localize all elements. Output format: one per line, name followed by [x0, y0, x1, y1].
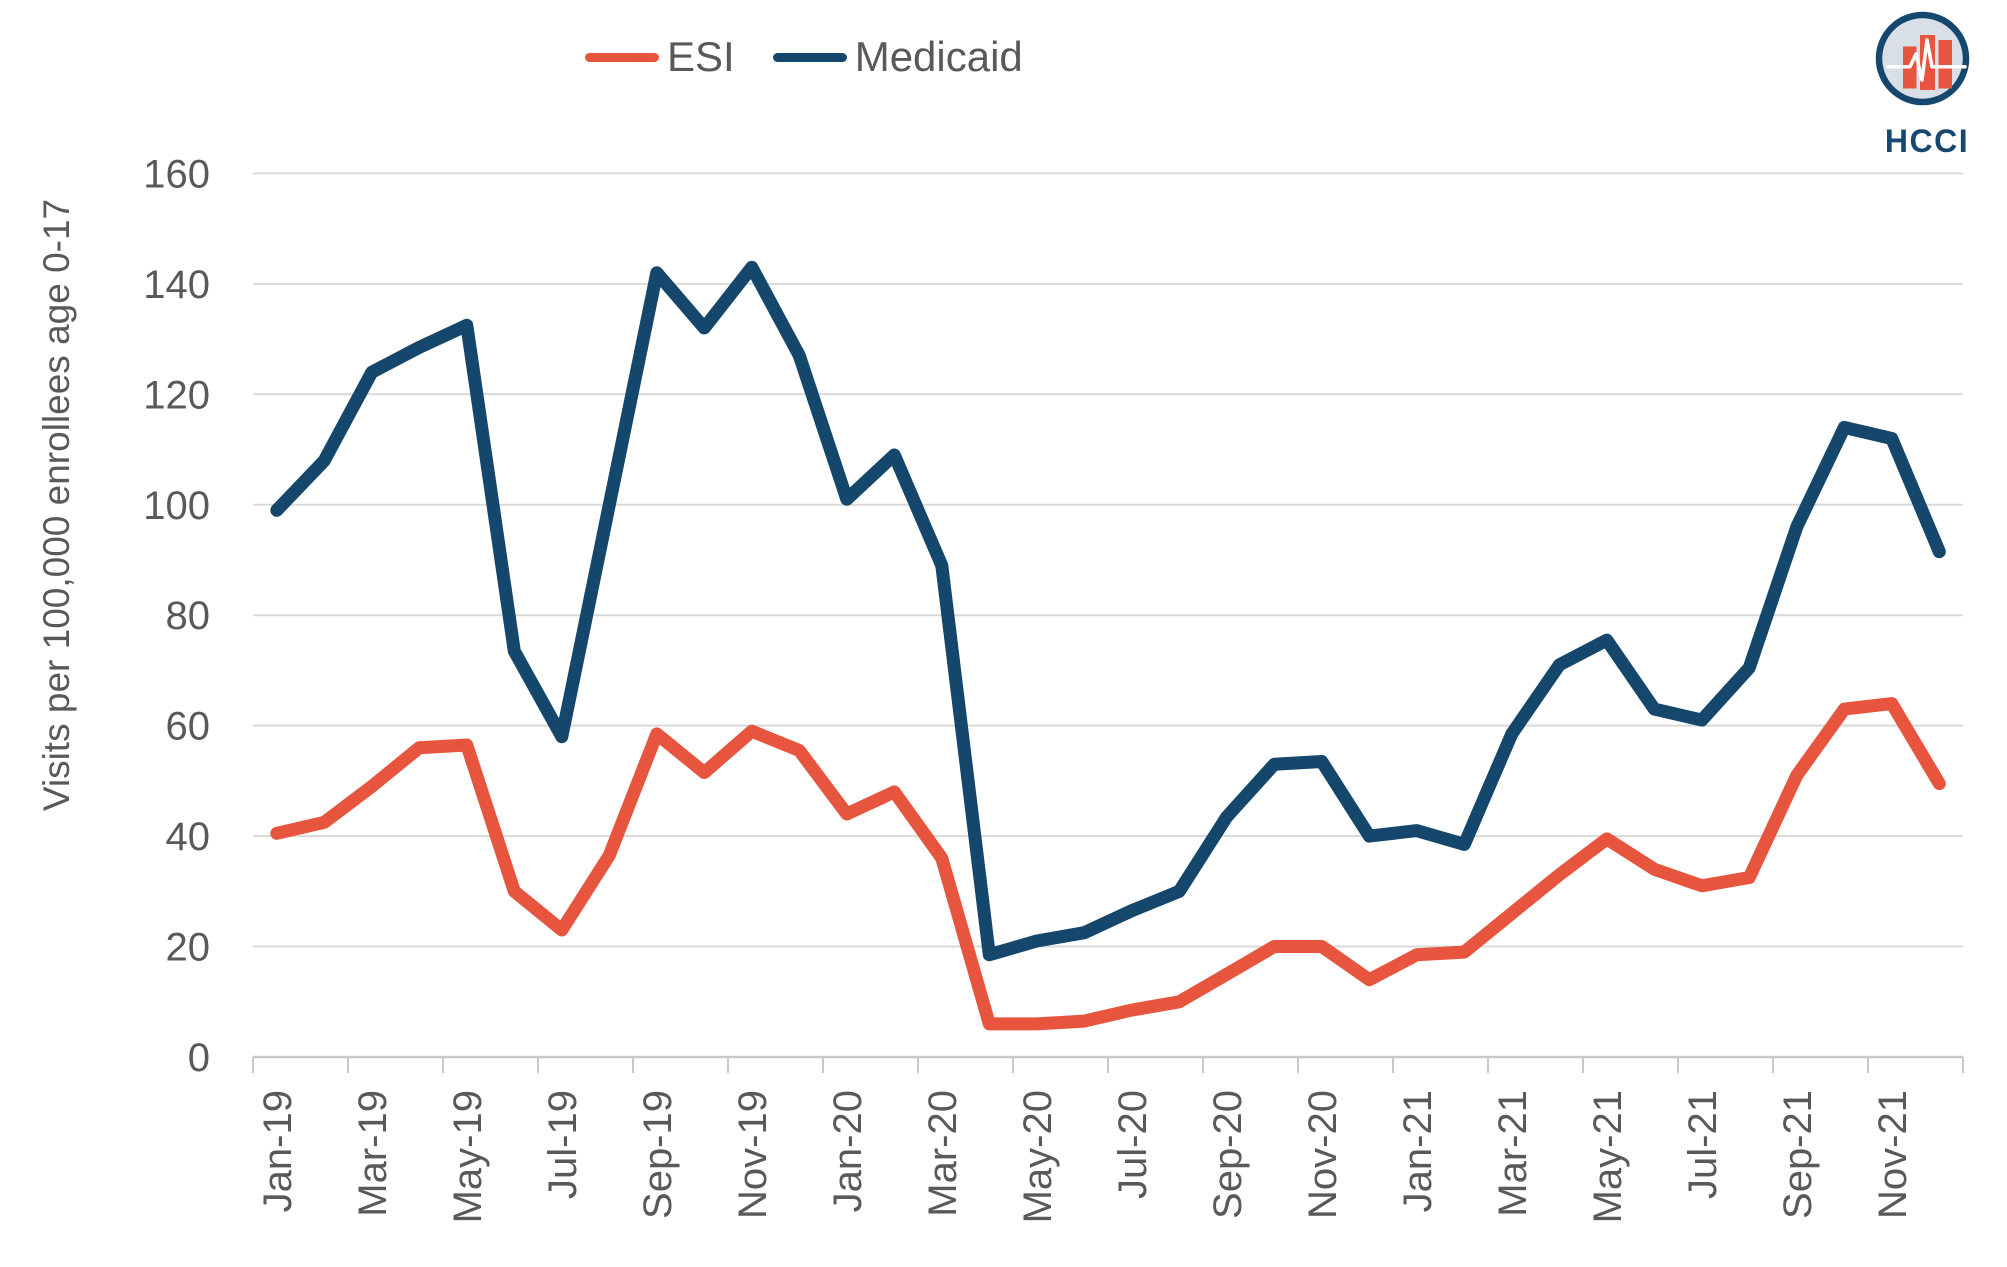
- svg-text:20: 20: [166, 926, 211, 970]
- y-gridlines: [253, 172, 1963, 948]
- svg-text:May-20: May-20: [1016, 1090, 1060, 1223]
- svg-text:Jan-21: Jan-21: [1396, 1090, 1440, 1212]
- hcci-logo-icon: [1875, 11, 1970, 106]
- svg-text:Sep-20: Sep-20: [1206, 1090, 1250, 1219]
- svg-text:May-21: May-21: [1586, 1090, 1630, 1223]
- svg-text:80: 80: [166, 594, 211, 638]
- legend-swatch-esi: [585, 52, 659, 62]
- svg-text:Sep-19: Sep-19: [636, 1090, 680, 1219]
- logo-ekg-line: [1886, 38, 1967, 82]
- svg-text:Mar-21: Mar-21: [1491, 1090, 1535, 1217]
- logo-text: HCCI: [1884, 123, 1970, 159]
- svg-text:Nov-21: Nov-21: [1871, 1090, 1915, 1219]
- legend-label-medicaid: Medicaid: [854, 33, 1023, 80]
- hcci-logo: HCCI: [1862, 6, 1992, 160]
- svg-text:Mar-19: Mar-19: [351, 1090, 395, 1217]
- svg-text:Jul-20: Jul-20: [1111, 1090, 1155, 1199]
- svg-text:Jan-19: Jan-19: [256, 1090, 300, 1212]
- x-axis-ticks: [252, 1057, 1964, 1073]
- svg-text:120: 120: [143, 373, 210, 417]
- chart-legend: ESI Medicaid: [585, 36, 1023, 78]
- svg-text:160: 160: [143, 152, 210, 196]
- svg-text:Sep-21: Sep-21: [1776, 1090, 1820, 1219]
- svg-text:140: 140: [143, 263, 210, 307]
- svg-text:Jul-21: Jul-21: [1681, 1090, 1725, 1199]
- svg-text:Mar-20: Mar-20: [921, 1090, 965, 1217]
- svg-text:Nov-19: Nov-19: [731, 1090, 775, 1219]
- svg-text:Jul-19: Jul-19: [541, 1090, 585, 1199]
- svg-text:40: 40: [166, 815, 211, 859]
- svg-text:May-19: May-19: [446, 1090, 490, 1223]
- legend-item-esi: ESI: [585, 36, 735, 78]
- svg-text:60: 60: [166, 705, 211, 749]
- x-axis-labels: Jan-19 Mar-19 May-19 Jul-19 Sep-19 Nov-19 Jan-…: [256, 1090, 1915, 1223]
- legend-label-esi: ESI: [667, 33, 735, 80]
- legend-item-medicaid: Medicaid: [772, 33, 1023, 80]
- y-axis-labels: 0 20 40 60 80 100 120 140 160: [143, 152, 210, 1080]
- legend-swatch-medicaid: [772, 52, 847, 62]
- svg-text:Jan-20: Jan-20: [826, 1090, 870, 1212]
- series-medicaid-line: [270, 260, 1946, 962]
- series-esi-line: [270, 697, 1946, 1031]
- svg-text:0: 0: [188, 1036, 210, 1080]
- svg-text:100: 100: [143, 484, 210, 528]
- svg-text:Nov-20: Nov-20: [1301, 1090, 1345, 1219]
